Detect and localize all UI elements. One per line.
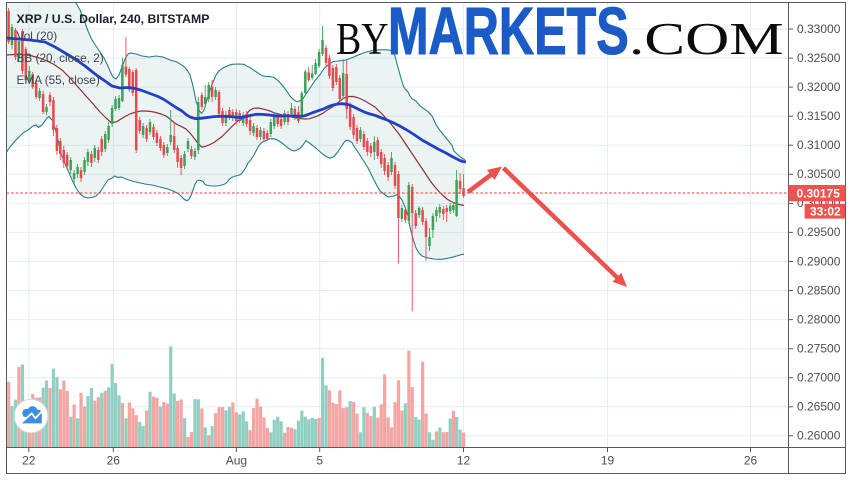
svg-text:MARKETS: MARKETS [388, 0, 629, 69]
svg-text:0.26000: 0.26000 [797, 429, 841, 443]
svg-text:0.28500: 0.28500 [797, 283, 841, 297]
svg-text:XRP / U.S. Dollar, 240, BITSTA: XRP / U.S. Dollar, 240, BITSTAMP [17, 12, 210, 26]
svg-text:0.33000: 0.33000 [797, 22, 841, 36]
svg-text:19: 19 [601, 454, 615, 468]
svg-text:.COM: .COM [629, 13, 784, 64]
svg-text:0.26500: 0.26500 [797, 400, 841, 414]
svg-text:Vol (20): Vol (20) [17, 29, 58, 43]
svg-text:BY: BY [336, 14, 389, 64]
svg-text:Aug: Aug [226, 454, 247, 468]
svg-text:0.31500: 0.31500 [797, 109, 841, 123]
svg-text:EMA (55, close): EMA (55, close) [17, 73, 100, 87]
svg-text:26: 26 [744, 454, 758, 468]
svg-text:0.28000: 0.28000 [797, 312, 841, 326]
svg-text:0.31000: 0.31000 [797, 138, 841, 152]
svg-text:22: 22 [22, 454, 36, 468]
svg-text:0.32000: 0.32000 [797, 80, 841, 94]
svg-text:12: 12 [457, 454, 471, 468]
svg-text:0.32500: 0.32500 [797, 51, 841, 65]
svg-text:0.27000: 0.27000 [797, 371, 841, 385]
svg-text:BB (20, close, 2): BB (20, close, 2) [17, 51, 104, 65]
svg-text:33:02: 33:02 [810, 204, 841, 218]
svg-text:0.27500: 0.27500 [797, 342, 841, 356]
svg-text:0.30500: 0.30500 [797, 167, 841, 181]
svg-text:5: 5 [316, 454, 323, 468]
svg-text:0.29000: 0.29000 [797, 254, 841, 268]
svg-text:0.29500: 0.29500 [797, 225, 841, 239]
svg-text:26: 26 [107, 454, 121, 468]
svg-text:0.30175: 0.30175 [797, 186, 841, 200]
